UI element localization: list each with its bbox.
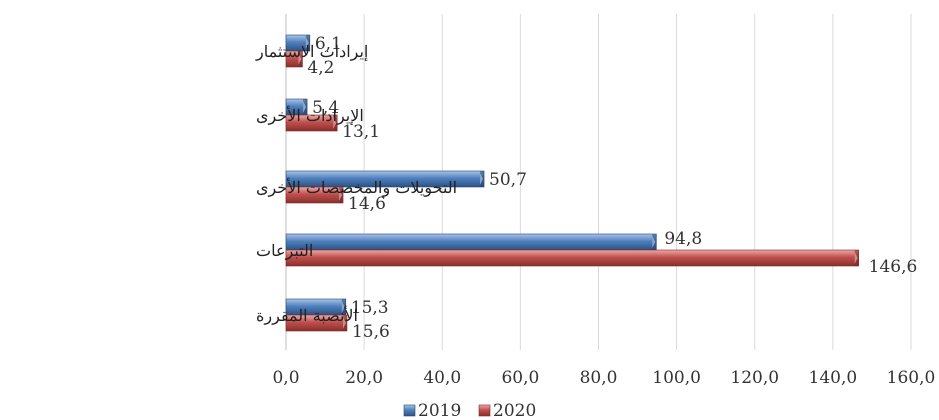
legend-swatch bbox=[478, 404, 491, 417]
legend-swatch bbox=[403, 404, 416, 417]
data-label-2019: 5,4 bbox=[312, 98, 339, 118]
x-tick-label: 60,0 bbox=[501, 368, 539, 388]
legend-label: 2019 bbox=[418, 401, 461, 420]
data-label-2019: 6,1 bbox=[315, 34, 342, 54]
x-tick-label: 100,0 bbox=[652, 368, 701, 388]
bar-2019 bbox=[285, 34, 311, 52]
data-label-2020: 15,6 bbox=[352, 322, 390, 342]
bar-2019 bbox=[285, 233, 657, 251]
x-tick-label: 40,0 bbox=[423, 368, 461, 388]
category-label: التحويلات والمخصصات الأخرى bbox=[256, 178, 457, 197]
bar-2020 bbox=[285, 114, 338, 132]
category-label: الأنصبة المقررة bbox=[256, 306, 358, 325]
category-label: الإيرادات الأخرى bbox=[256, 106, 364, 125]
x-axis-ticks: 0,0 20,0 40,0 60,0 80,0 100,0 120,0 140,0 160,0 bbox=[272, 368, 935, 388]
bar-2019 bbox=[285, 170, 485, 188]
legend: 2019 2020 bbox=[403, 401, 536, 420]
x-tick-label: 80,0 bbox=[580, 368, 618, 388]
category-labels: إيرادات الاستثمار الإيرادات الأخرى التحويل… bbox=[255, 42, 457, 325]
data-label-2020: 14,6 bbox=[348, 194, 386, 214]
category-label: التبرعات bbox=[256, 241, 313, 260]
data-label-2020: 13,1 bbox=[342, 122, 380, 142]
gridlines bbox=[285, 14, 912, 350]
data-label-2019: 50,7 bbox=[489, 170, 527, 190]
data-label-2019: 15,3 bbox=[351, 298, 389, 318]
data-labels: 6,1 5,4 50,7 94,8 15,3 4,2 13,1 14,6 146,6 15,6 bbox=[307, 34, 917, 342]
bar-2019 bbox=[285, 298, 347, 316]
legend-item-2020: 2020 bbox=[478, 401, 536, 420]
data-label-2020: 4,2 bbox=[307, 58, 334, 78]
legend-label: 2020 bbox=[493, 401, 536, 420]
data-label-2020: 146,6 bbox=[869, 257, 918, 277]
category-label: إيرادات الاستثمار bbox=[255, 42, 368, 61]
data-label-2019: 94,8 bbox=[664, 229, 702, 249]
x-tick-label: 0,0 bbox=[272, 368, 299, 388]
x-tick-label: 20,0 bbox=[345, 368, 383, 388]
x-tick-label: 140,0 bbox=[809, 368, 858, 388]
x-tick-label: 160,0 bbox=[887, 368, 936, 388]
bar-2020 bbox=[285, 249, 859, 267]
bar-2020 bbox=[285, 186, 344, 204]
bars bbox=[285, 34, 859, 332]
legend-item-2019: 2019 bbox=[403, 401, 461, 420]
bar-2020 bbox=[285, 314, 348, 332]
x-tick-label: 120,0 bbox=[730, 368, 779, 388]
bar-2020 bbox=[285, 50, 303, 68]
